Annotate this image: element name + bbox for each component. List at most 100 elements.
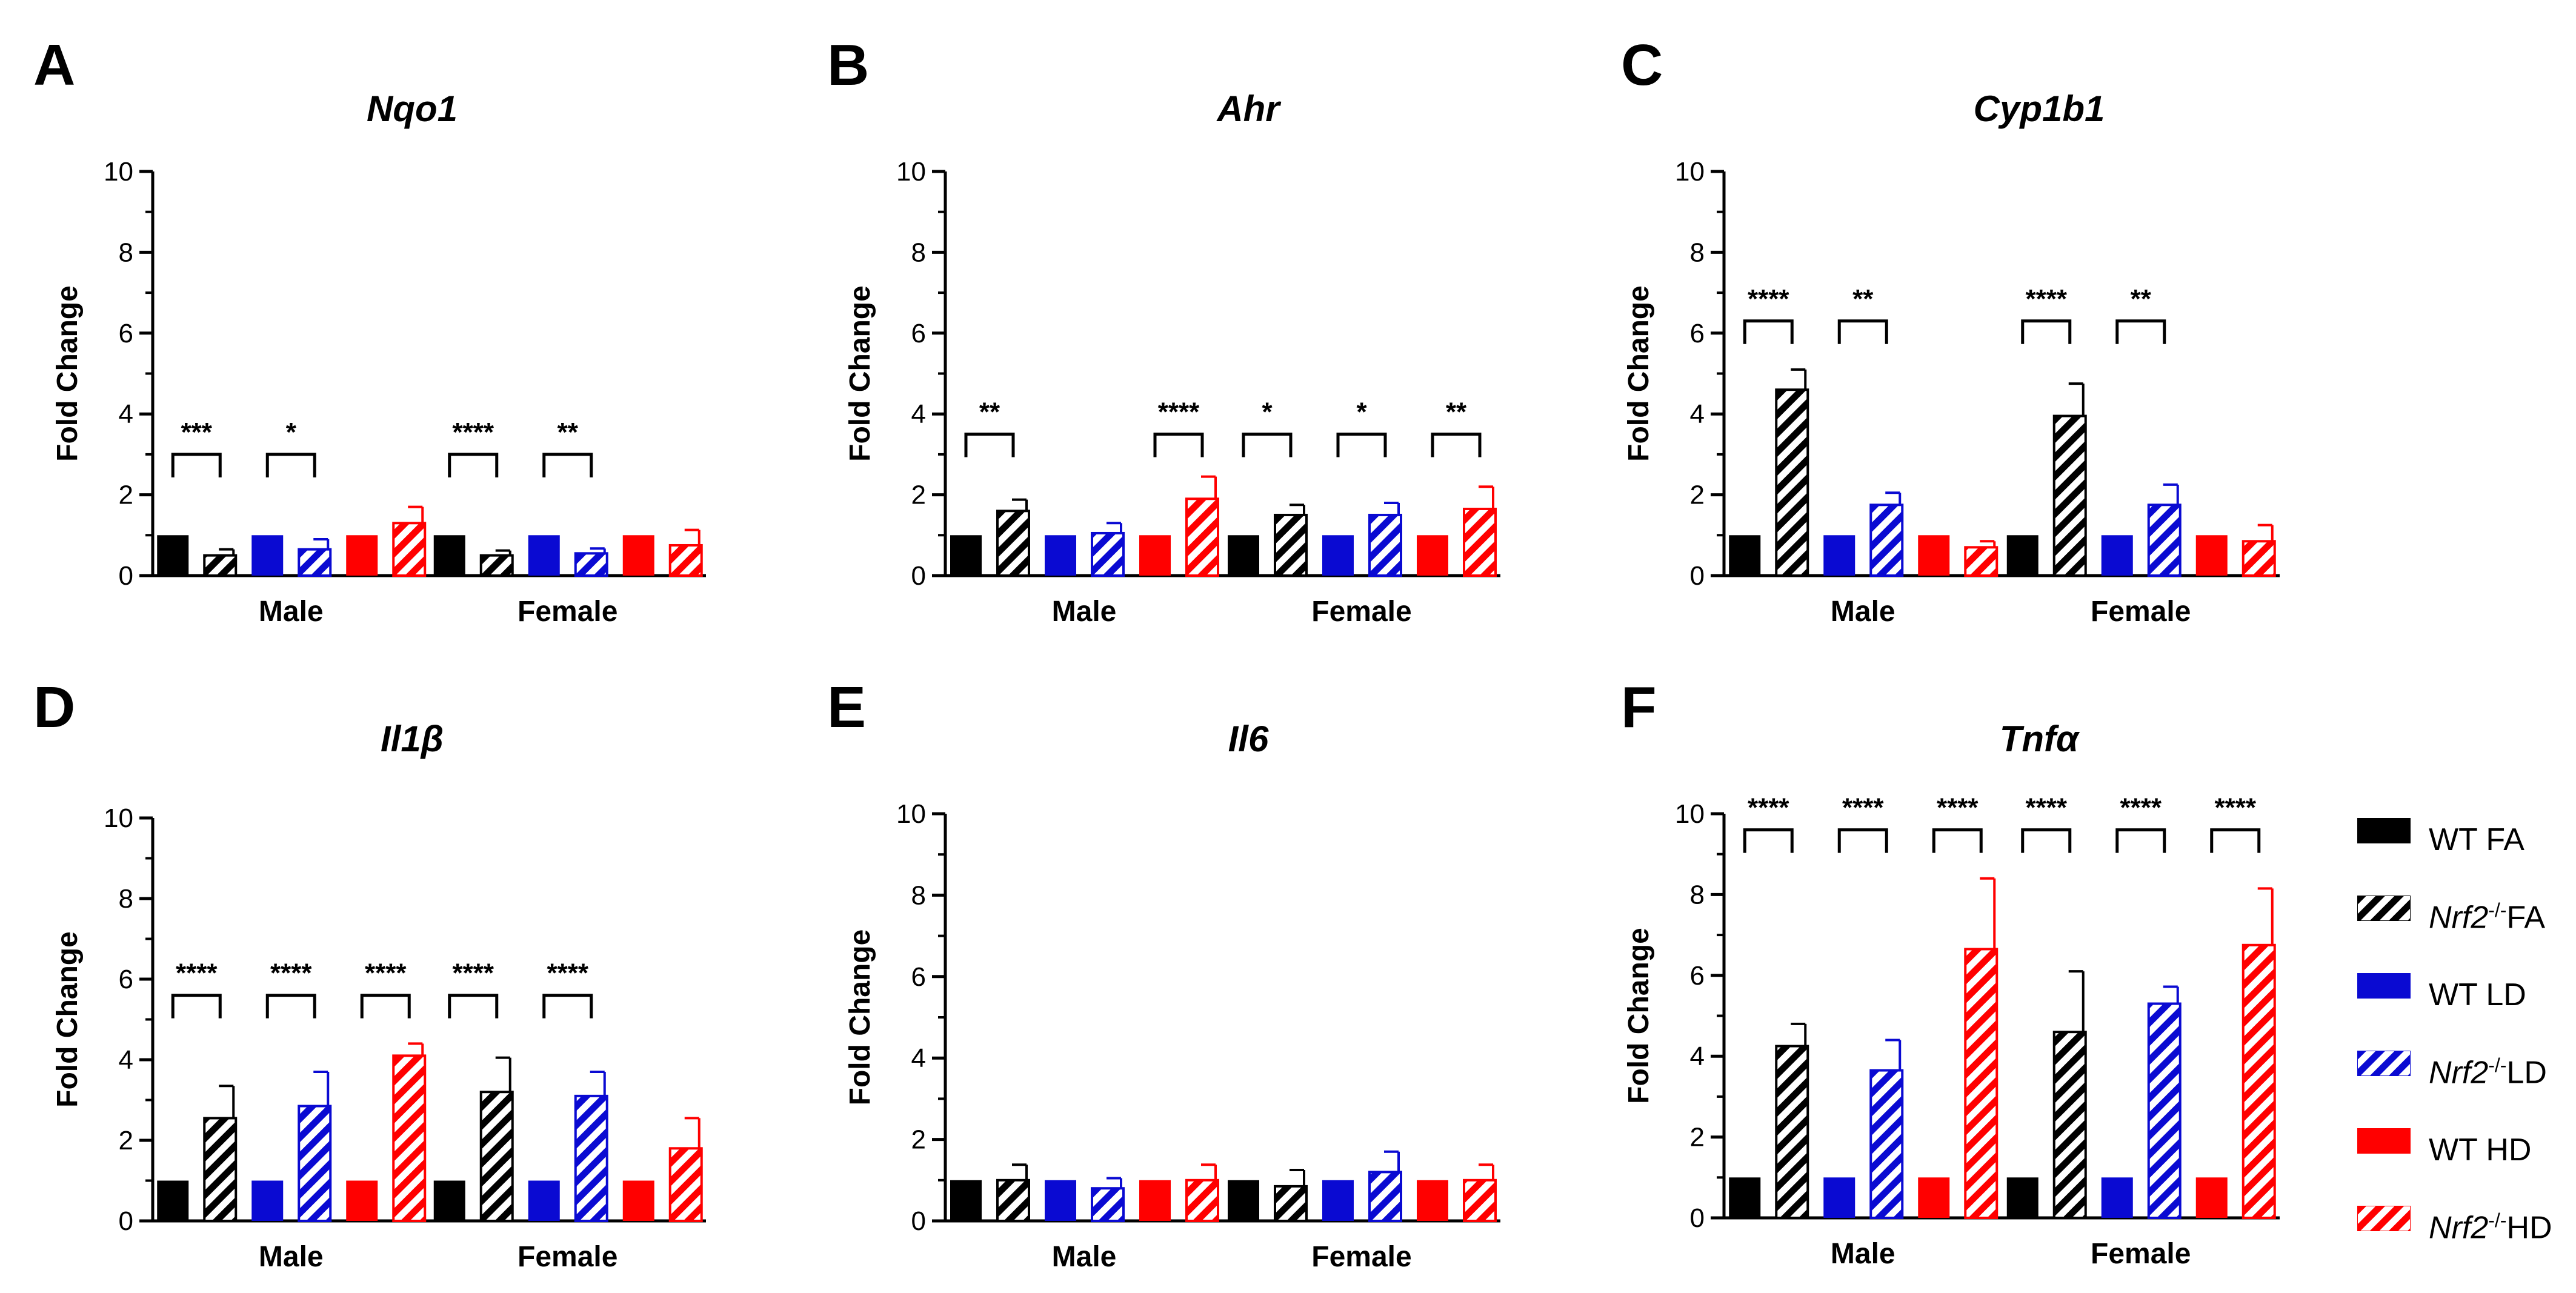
bar-c-female-1 (2052, 414, 2087, 577)
bar-a-female-0 (433, 535, 465, 576)
legend-item-wt-ld: WT LD (2357, 973, 2563, 1051)
bar-b-female-4 (1417, 535, 1448, 576)
significance-bracket (964, 433, 1015, 457)
bar-d-female-1 (479, 1091, 514, 1222)
x-tick-label: Female (2091, 596, 2191, 628)
bar-a-male-4 (346, 535, 378, 576)
significance-stars: **** (2026, 793, 2068, 823)
legend: WT FA Nrf2-/-FA WT LD Nrf2-/-LD WT HD Nr… (2357, 818, 2563, 1283)
legend-item-nrf2-hd: Nrf2-/-HD (2357, 1206, 2563, 1283)
y-tick-label: 2 (1690, 1123, 1705, 1152)
significance-stars: **** (547, 959, 589, 988)
bar-f-male-0 (1729, 1177, 1761, 1218)
legend-swatch (2357, 1128, 2411, 1154)
bar-a-male-1 (203, 554, 238, 577)
bar-f-male-5 (1964, 948, 1999, 1219)
significance-bracket (542, 453, 593, 477)
y-tick-label: 4 (1690, 1042, 1705, 1071)
bar-d-male-5 (392, 1054, 427, 1222)
bar-e-female-3 (1368, 1171, 1402, 1222)
significance-stars: **** (176, 959, 218, 988)
legend-item-wt-hd: WT HD (2357, 1128, 2563, 1206)
bar-b-male-0 (950, 535, 982, 576)
bar-c-male-4 (1918, 535, 1950, 576)
bar-b-female-2 (1322, 535, 1354, 576)
panel-letter: B (827, 33, 870, 98)
bar-f-female-4 (2195, 1177, 2228, 1218)
significance-stars: * (1356, 397, 1367, 427)
x-tick-label: Male (259, 596, 324, 628)
y-tick-label: 8 (119, 238, 133, 267)
bar-e-male-1 (996, 1178, 1030, 1223)
bar-b-female-0 (1228, 535, 1259, 576)
significance-bracket (448, 994, 499, 1019)
y-tick-label: 2 (1690, 480, 1705, 510)
x-tick-label: Female (1311, 1241, 1411, 1273)
bar-f-female-0 (2006, 1177, 2039, 1218)
significance-bracket (1431, 433, 1482, 457)
bar-a-female-2 (528, 535, 560, 576)
bar-b-male-1 (996, 510, 1030, 577)
bar-d-female-0 (433, 1180, 465, 1221)
x-tick-label: Male (259, 1241, 324, 1273)
y-tick-label: 0 (1690, 561, 1705, 591)
y-tick-label: 2 (911, 480, 926, 510)
chart-title: Il6 (1228, 719, 1269, 759)
significance-bracket (1153, 433, 1204, 457)
significance-stars: * (286, 417, 297, 447)
y-tick-label: 4 (911, 1043, 926, 1073)
bar-c-female-0 (2006, 535, 2039, 576)
panel-letter: F (1621, 675, 1657, 740)
x-tick-label: Male (1831, 596, 1895, 628)
legend-swatch (2357, 973, 2411, 999)
bar-a-male-3 (298, 548, 332, 577)
y-axis-label: Fold Change (52, 931, 84, 1108)
chart-title: Ahr (1217, 88, 1280, 129)
legend-swatch (2357, 818, 2411, 843)
bar-e-female-5 (1463, 1178, 1497, 1223)
bar-c-female-4 (2195, 535, 2228, 576)
bar-a-male-5 (392, 522, 427, 577)
significance-stars: *** (181, 417, 213, 447)
y-tick-label: 6 (911, 319, 926, 348)
bar-c-female-2 (2101, 535, 2133, 576)
x-tick-label: Male (1831, 1238, 1895, 1270)
y-tick-label: 10 (896, 157, 926, 187)
bar-d-female-4 (622, 1180, 654, 1221)
y-tick-label: 10 (1675, 157, 1705, 187)
bar-e-female-1 (1274, 1185, 1308, 1223)
significance-stars: ** (979, 397, 1000, 427)
x-tick-label: Male (1052, 1241, 1117, 1273)
y-tick-label: 8 (1690, 238, 1705, 267)
significance-bracket (2021, 319, 2072, 344)
y-tick-label: 0 (119, 561, 133, 591)
bar-d-male-0 (157, 1180, 189, 1221)
y-tick-label: 8 (119, 884, 133, 914)
bar-a-male-0 (157, 535, 189, 576)
significance-stars: **** (1937, 793, 1979, 823)
significance-stars: **** (2215, 793, 2257, 823)
y-tick-label: 10 (104, 157, 133, 187)
bar-b-male-5 (1185, 497, 1219, 577)
significance-bracket (1242, 433, 1293, 457)
significance-stars: **** (2026, 284, 2068, 314)
legend-item-nrf2-ld: Nrf2-/-LD (2357, 1051, 2563, 1128)
y-tick-label: 4 (119, 1045, 133, 1075)
significance-stars: **** (2120, 793, 2162, 823)
y-axis-label: Fold Change (52, 285, 84, 462)
significance-bracket (2021, 828, 2072, 853)
significance-bracket (448, 453, 499, 477)
bar-e-female-0 (1228, 1180, 1259, 1221)
x-tick-label: Female (2091, 1238, 2191, 1270)
bar-f-male-1 (1775, 1045, 1809, 1220)
bar-a-male-2 (251, 535, 284, 576)
significance-stars: **** (1748, 284, 1789, 314)
legend-swatch (2357, 1206, 2411, 1231)
significance-stars: **** (453, 959, 494, 988)
bar-c-female-5 (2242, 540, 2276, 577)
bar-f-male-3 (1869, 1069, 1904, 1220)
y-axis-label: Fold Change (844, 285, 876, 462)
